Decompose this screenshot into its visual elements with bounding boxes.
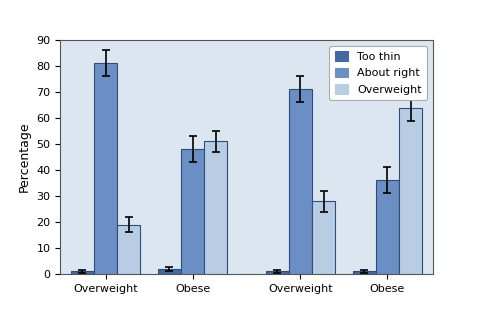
Y-axis label: Percentage: Percentage (18, 122, 31, 192)
Bar (180, 149, 204, 274)
Bar (312, 201, 335, 274)
Bar (288, 90, 312, 274)
Bar (117, 224, 140, 274)
Bar (398, 108, 421, 274)
Legend: Too thin, About right, Overweight: Too thin, About right, Overweight (329, 46, 426, 100)
Bar (71, 271, 94, 274)
Bar (204, 141, 227, 274)
Bar (265, 271, 288, 274)
Bar (375, 180, 398, 274)
Bar (94, 63, 117, 274)
Bar (157, 269, 180, 274)
Bar (352, 271, 375, 274)
